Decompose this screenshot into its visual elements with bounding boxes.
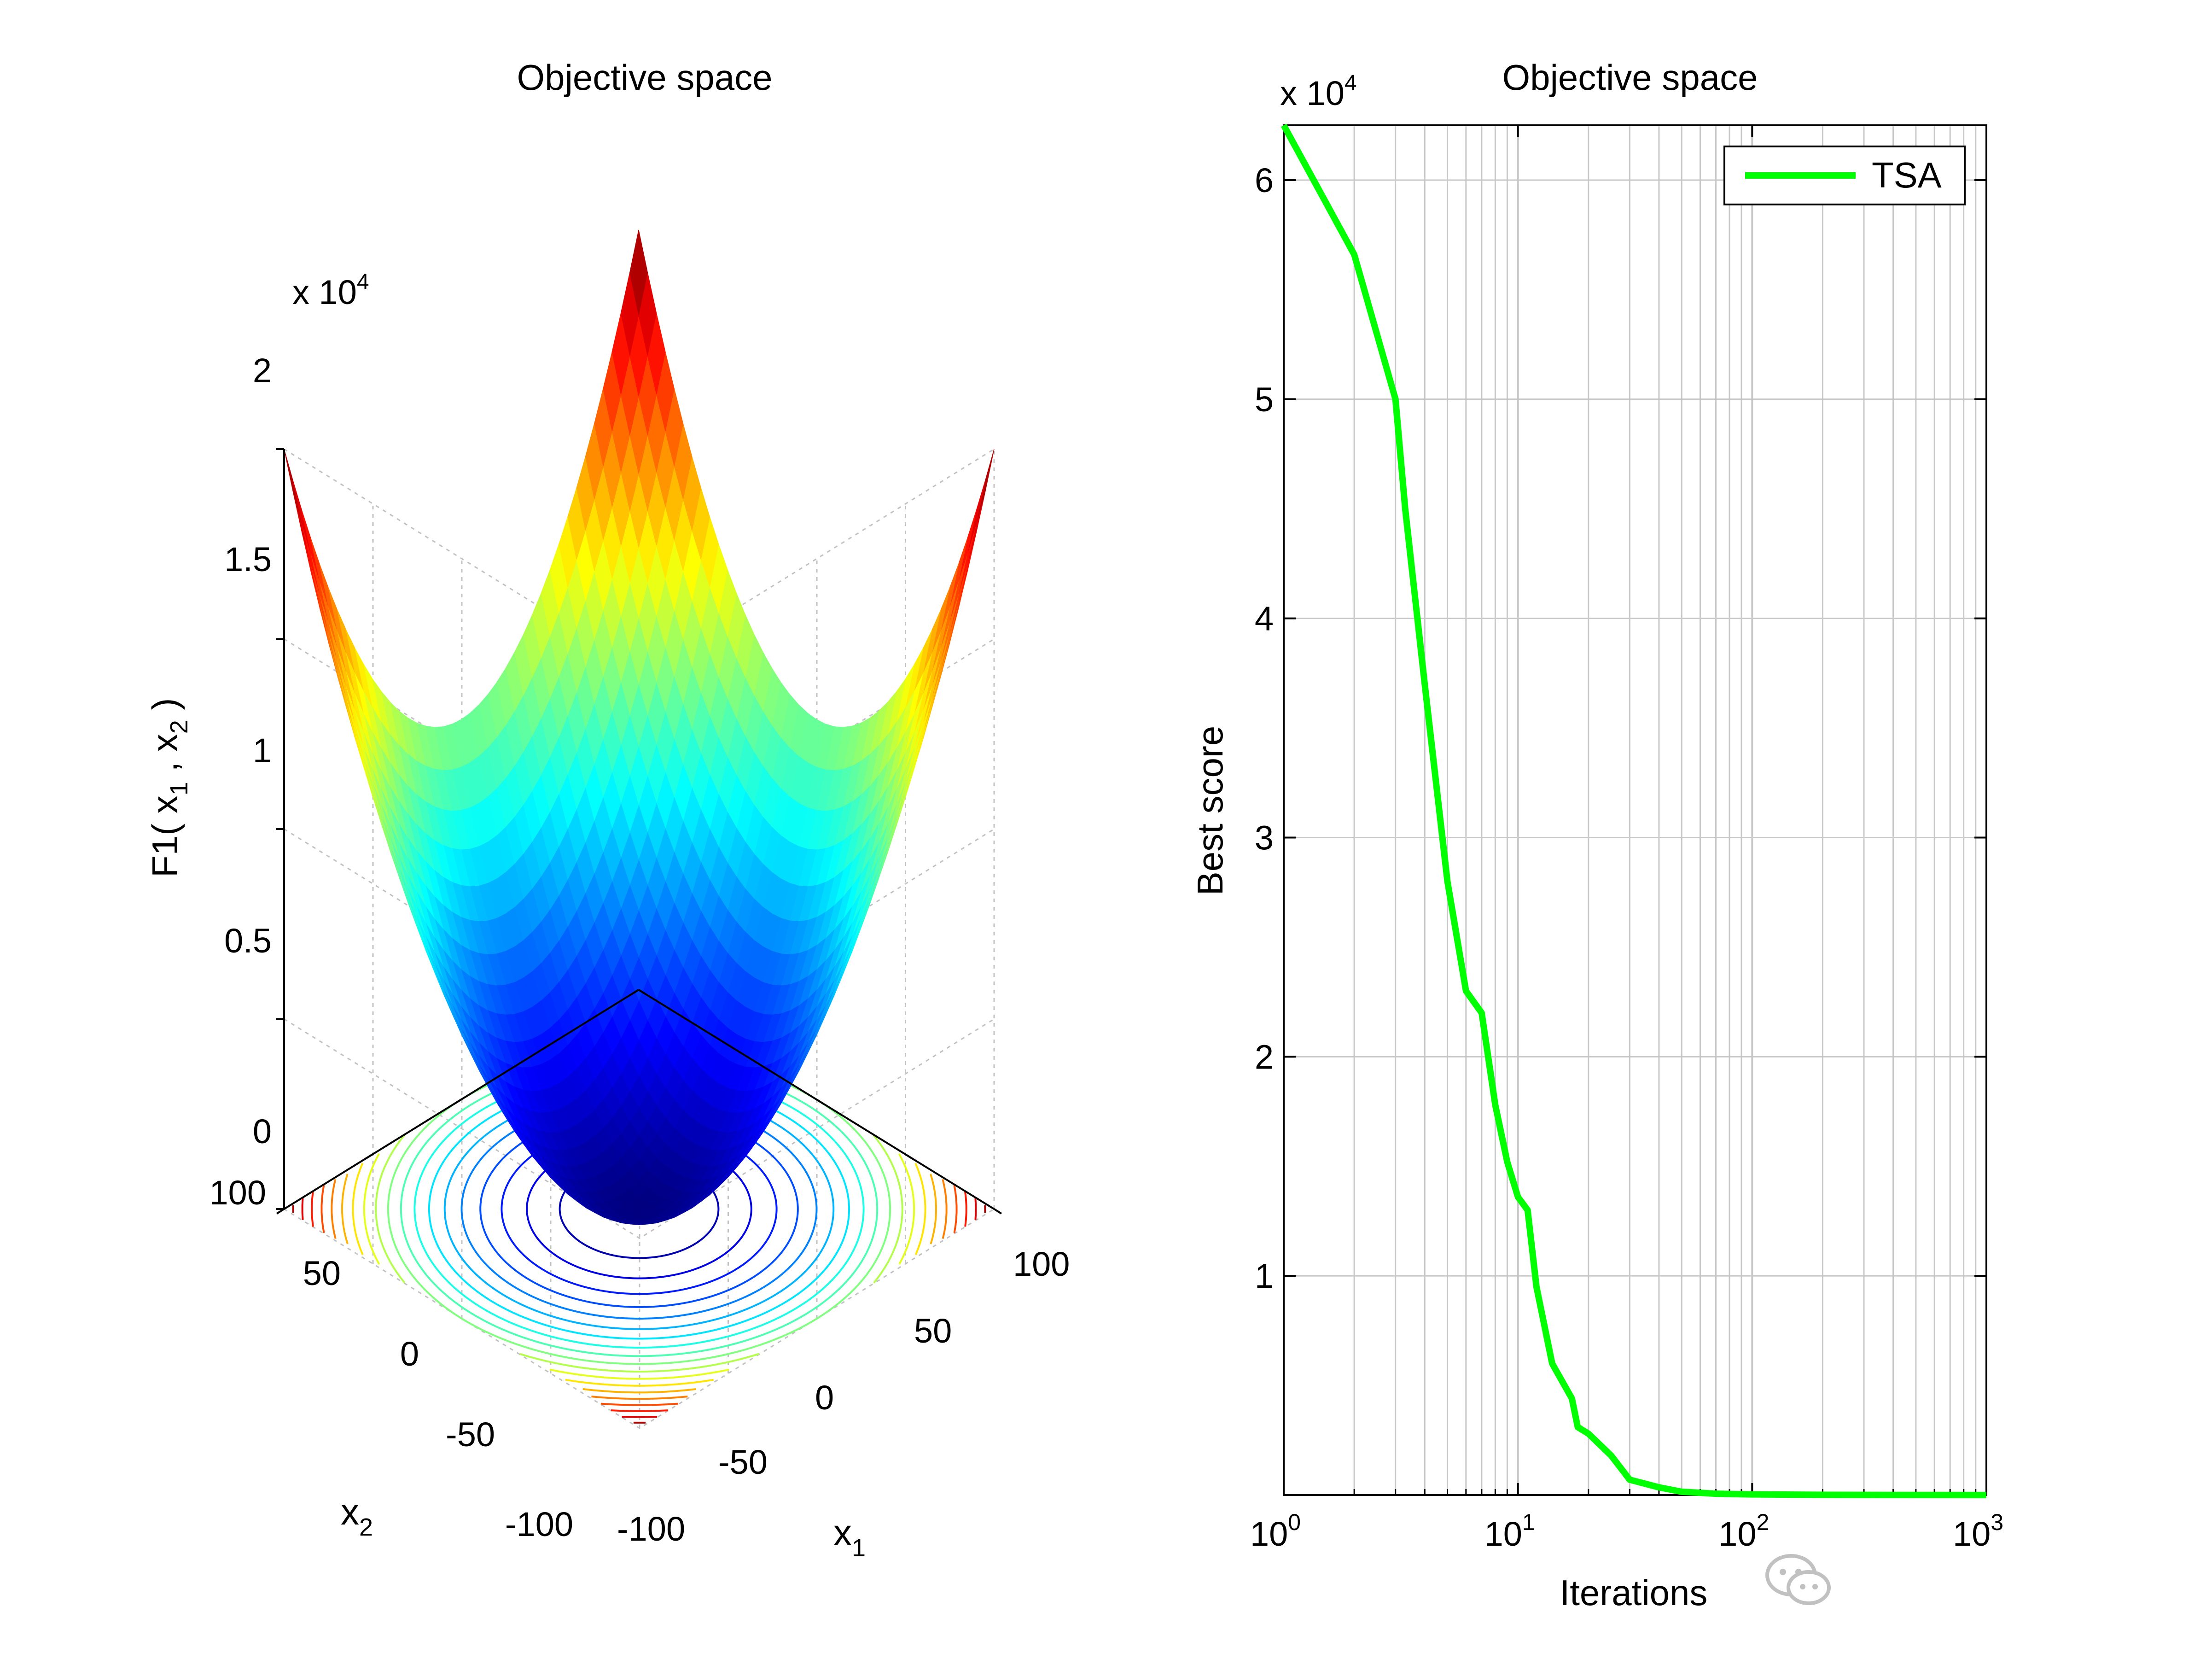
x1-tick-label: 50 [914,1312,952,1350]
x1-tick-label: -50 [718,1443,768,1481]
x2-axis-label: x2 [341,1491,373,1541]
y-tick-label: 2 [1255,1038,1274,1076]
y-tick-labels: 6 5 4 3 2 1 [1255,161,1274,1295]
watermark [1764,1545,1833,1614]
surface-plot-mesh [284,229,995,1225]
x-tick-label: 101 [1484,1509,1535,1553]
x1-tick-label: -100 [617,1510,685,1548]
tsa-series-line [1281,123,1987,1498]
y-tick-label: 5 [1255,380,1274,419]
x-tick-labels: 100 101 102 103 [1250,1509,2003,1553]
x-axis-label: Iterations [1560,1572,1708,1613]
z-tick-label: 2 [253,351,272,390]
y-tick-label: 3 [1255,818,1274,857]
x-tick-label: 103 [1953,1509,2003,1553]
surface-plot-title: Objective space [517,57,773,98]
x2-tick-label: 0 [400,1335,419,1373]
x2-tick-label: -50 [446,1415,495,1454]
y-axis-label: Best score [1190,726,1230,895]
y-tick-label: 4 [1255,600,1274,638]
wechat-icon [1765,1554,1831,1605]
y-axis-exponent: x 104 [1280,71,1357,112]
convergence-plot-ticks [1283,125,1987,1495]
z-tick-label: 1 [253,731,272,770]
x2-tick-label: -100 [505,1505,573,1543]
x2-tick-label: 100 [210,1174,266,1212]
z-tick-label: 0 [253,1112,272,1151]
y-tick-label: 1 [1255,1257,1274,1295]
x1-axis-label: x1 [833,1512,866,1562]
convergence-plot-title: Objective space [1502,57,1758,98]
legend: TSA [1723,146,1966,205]
legend-label-tsa: TSA [1872,155,1942,195]
z-axis-exponent: x 104 [292,270,369,311]
z-tick-label: 1.5 [224,540,272,578]
y-tick-label: 6 [1255,161,1274,199]
surface-plot-axes [276,448,1002,1215]
z-axis-label: F1( x1 , x2 ) [145,698,193,877]
convergence-plot-grid [1284,125,1986,1495]
z-tick-label: 0.5 [224,922,272,960]
x-tick-label: 102 [1718,1509,1769,1553]
x1-tick-label: 0 [815,1379,834,1417]
convergence-plot-frame [1283,124,1987,1496]
x2-tick-label: 50 [303,1254,341,1292]
x1-tick-label: 100 [1013,1245,1070,1283]
x-tick-label: 100 [1250,1509,1301,1553]
surface-plot: Objective space x 104 2 1.5 1 0.5 0 F1( … [145,57,1070,1562]
